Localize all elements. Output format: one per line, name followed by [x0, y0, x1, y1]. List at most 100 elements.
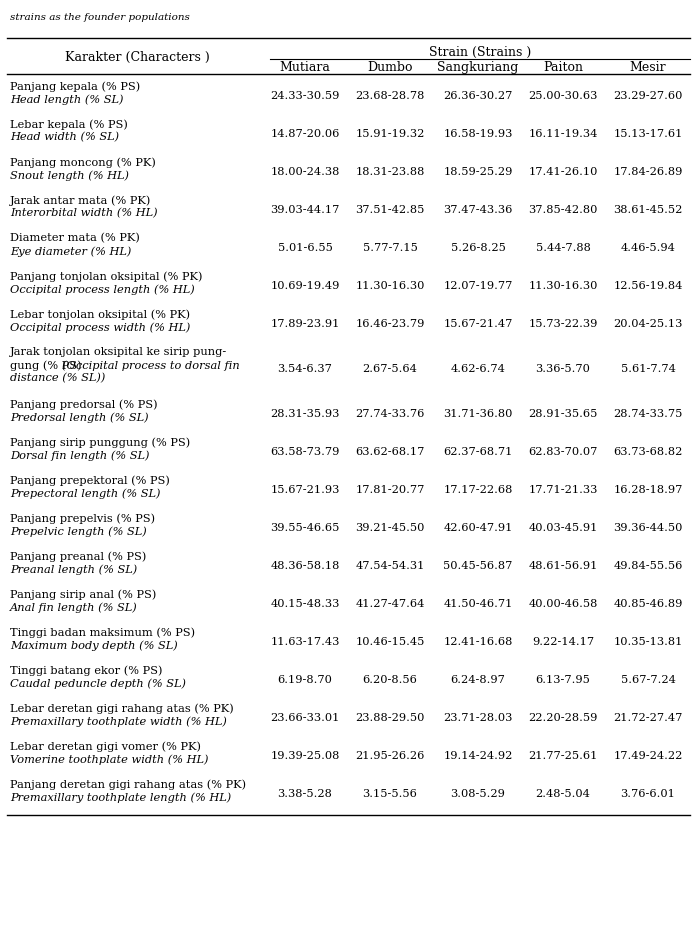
Text: 40.00-46.58: 40.00-46.58 [528, 599, 598, 609]
Text: Prepectoral length (% SL): Prepectoral length (% SL) [10, 488, 160, 499]
Text: Head length (% SL): Head length (% SL) [10, 94, 123, 105]
Text: Strain (​Strains ): Strain (​Strains ) [429, 46, 531, 59]
Text: 15.73-22.39: 15.73-22.39 [528, 319, 598, 329]
Text: 40.15-48.33: 40.15-48.33 [270, 599, 339, 609]
Text: 5.26-8.25: 5.26-8.25 [450, 243, 505, 253]
Text: 23.88-29.50: 23.88-29.50 [355, 713, 424, 723]
Text: 17.84-26.89: 17.84-26.89 [613, 167, 682, 177]
Text: 37.85-42.80: 37.85-42.80 [528, 205, 598, 215]
Text: 14.87-20.06: 14.87-20.06 [270, 129, 339, 139]
Text: 11.63-17.43: 11.63-17.43 [270, 637, 339, 647]
Text: Panjang sirip punggung (% PS): Panjang sirip punggung (% PS) [10, 437, 190, 448]
Text: Premaxillary toothplate width (% HL): Premaxillary toothplate width (% HL) [10, 716, 227, 726]
Text: 48.61-56.91: 48.61-56.91 [528, 561, 598, 571]
Text: 37.47-43.36: 37.47-43.36 [443, 205, 513, 215]
Text: 28.31-35.93: 28.31-35.93 [270, 409, 339, 419]
Text: 16.46-23.79: 16.46-23.79 [355, 319, 424, 329]
Text: Sangkuriang: Sangkuriang [437, 61, 519, 74]
Text: 15.13-17.61: 15.13-17.61 [613, 129, 682, 139]
Text: 40.85-46.89: 40.85-46.89 [613, 599, 682, 609]
Text: 41.27-47.64: 41.27-47.64 [355, 599, 424, 609]
Text: 19.14-24.92: 19.14-24.92 [443, 751, 513, 761]
Text: Panjang prepektoral (% PS): Panjang prepektoral (% PS) [10, 475, 170, 486]
Text: 17.71-21.33: 17.71-21.33 [528, 485, 598, 495]
Text: 17.81-20.77: 17.81-20.77 [355, 485, 424, 495]
Text: 23.71-28.03: 23.71-28.03 [443, 713, 513, 723]
Text: Paiton: Paiton [543, 61, 583, 74]
Text: Eye diameter (% HL): Eye diameter (% HL) [10, 246, 131, 256]
Text: 16.28-18.97: 16.28-18.97 [613, 485, 682, 495]
Text: 63.58-73.79: 63.58-73.79 [270, 447, 339, 457]
Text: 17.41-26.10: 17.41-26.10 [528, 167, 598, 177]
Text: 22.20-28.59: 22.20-28.59 [528, 713, 598, 723]
Text: 21.72-27.47: 21.72-27.47 [613, 713, 682, 723]
Text: Jarak antar mata (% PK): Jarak antar mata (% PK) [10, 195, 151, 206]
Text: 10.46-15.45: 10.46-15.45 [355, 637, 424, 647]
Text: 17.89-23.91: 17.89-23.91 [270, 319, 339, 329]
Text: 4.46-5.94: 4.46-5.94 [620, 243, 675, 253]
Text: Snout length (% HL): Snout length (% HL) [10, 170, 129, 180]
Text: Dorsal fin length (% SL): Dorsal fin length (% SL) [10, 450, 149, 460]
Text: Tinggi batang ekor (% PS): Tinggi batang ekor (% PS) [10, 665, 162, 675]
Text: 6.19-8.70: 6.19-8.70 [277, 675, 332, 685]
Text: 49.84-55.56: 49.84-55.56 [613, 561, 682, 571]
Text: 21.95-26.26: 21.95-26.26 [355, 751, 424, 761]
Text: 62.37-68.71: 62.37-68.71 [443, 447, 513, 457]
Text: 38.61-45.52: 38.61-45.52 [613, 205, 682, 215]
Text: 11.30-16.30: 11.30-16.30 [355, 281, 424, 291]
Text: 5.01-6.55: 5.01-6.55 [277, 243, 332, 253]
Text: 40.03-45.91: 40.03-45.91 [528, 523, 598, 533]
Text: 3.76-6.01: 3.76-6.01 [620, 789, 675, 799]
Text: 24.33-30.59: 24.33-30.59 [270, 91, 339, 101]
Text: (Occipital process to dorsal fin: (Occipital process to dorsal fin [61, 360, 239, 371]
Text: 21.77-25.61: 21.77-25.61 [528, 751, 598, 761]
Text: 3.38-5.28: 3.38-5.28 [277, 789, 332, 799]
Text: Mesir: Mesir [629, 61, 666, 74]
Text: Lebar kepala (% PS): Lebar kepala (% PS) [10, 119, 128, 129]
Text: 20.04-25.13: 20.04-25.13 [613, 319, 682, 329]
Text: Occipital process width (% HL): Occipital process width (% HL) [10, 322, 190, 333]
Text: 3.36-5.70: 3.36-5.70 [535, 364, 590, 374]
Text: 28.91-35.65: 28.91-35.65 [528, 409, 598, 419]
Text: 12.41-16.68: 12.41-16.68 [443, 637, 513, 647]
Text: strains as the founder populations: strains as the founder populations [10, 13, 190, 22]
Text: 18.31-23.88: 18.31-23.88 [355, 167, 424, 177]
Text: Interorbital width (% HL): Interorbital width (% HL) [10, 208, 158, 219]
Text: 9.22-14.17: 9.22-14.17 [532, 637, 594, 647]
Text: Lebar deretan gigi vomer (% PK): Lebar deretan gigi vomer (% PK) [10, 741, 201, 752]
Text: Lebar tonjolan oksipital (% PK): Lebar tonjolan oksipital (% PK) [10, 309, 190, 320]
Text: 28.74-33.75: 28.74-33.75 [613, 409, 682, 419]
Text: 6.20-8.56: 6.20-8.56 [362, 675, 418, 685]
Text: Maximum body depth (% SL): Maximum body depth (% SL) [10, 640, 178, 651]
Text: 42.60-47.91: 42.60-47.91 [443, 523, 513, 533]
Text: distance (% SL)): distance (% SL)) [10, 373, 105, 383]
Text: Panjang prepelvis (% PS): Panjang prepelvis (% PS) [10, 513, 155, 523]
Text: 12.07-19.77: 12.07-19.77 [443, 281, 513, 291]
Text: Panjang deretan gigi rahang atas (% PK): Panjang deretan gigi rahang atas (% PK) [10, 779, 246, 789]
Text: 37.51-42.85: 37.51-42.85 [355, 205, 424, 215]
Text: Prepelvic length (% SL): Prepelvic length (% SL) [10, 526, 147, 537]
Text: 11.30-16.30: 11.30-16.30 [528, 281, 598, 291]
Text: 6.24-8.97: 6.24-8.97 [450, 675, 505, 685]
Text: 5.44-7.88: 5.44-7.88 [535, 243, 590, 253]
Text: 2.67-5.64: 2.67-5.64 [362, 364, 418, 374]
Text: 62.83-70.07: 62.83-70.07 [528, 447, 598, 457]
Text: 47.54-54.31: 47.54-54.31 [355, 561, 424, 571]
Text: Vomerine toothplate width (% HL): Vomerine toothplate width (% HL) [10, 754, 208, 765]
Text: 3.08-5.29: 3.08-5.29 [450, 789, 505, 799]
Text: Jarak tonjolan oksipital ke sirip pung-: Jarak tonjolan oksipital ke sirip pung- [10, 347, 227, 357]
Text: 31.71-36.80: 31.71-36.80 [443, 409, 513, 419]
Text: Panjang kepala (% PS): Panjang kepala (% PS) [10, 81, 140, 91]
Text: Panjang sirip anal (% PS): Panjang sirip anal (% PS) [10, 589, 156, 600]
Text: 18.59-25.29: 18.59-25.29 [443, 167, 513, 177]
Text: Occipital process length (% HL): Occipital process length (% HL) [10, 284, 194, 294]
Text: 16.11-19.34: 16.11-19.34 [528, 129, 598, 139]
Text: 19.39-25.08: 19.39-25.08 [270, 751, 339, 761]
Text: 15.67-21.47: 15.67-21.47 [443, 319, 513, 329]
Text: 10.35-13.81: 10.35-13.81 [613, 637, 682, 647]
Text: 63.73-68.82: 63.73-68.82 [613, 447, 682, 457]
Text: 10.69-19.49: 10.69-19.49 [270, 281, 339, 291]
Text: 39.03-44.17: 39.03-44.17 [270, 205, 339, 215]
Text: Caudal peduncle depth (% SL): Caudal peduncle depth (% SL) [10, 678, 186, 688]
Text: Anal fin length (% SL): Anal fin length (% SL) [10, 602, 138, 613]
